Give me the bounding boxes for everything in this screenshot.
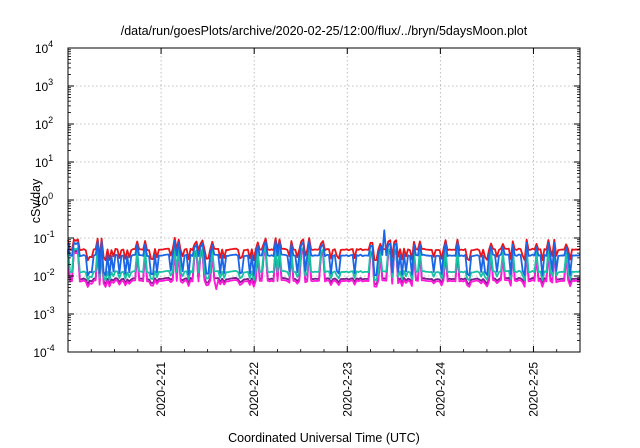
plot-frame [67,47,581,353]
y-tick-label: 101 [35,153,53,170]
y-axis-label: cSv/day [29,178,43,223]
x-tick-label: 2020-2-25 [526,362,540,417]
y-tick-label: 10-2 [33,267,54,284]
y-tick-labels: 10-4 10-3 10-2 10-1 100 101 102 103 104 [33,39,54,360]
x-axis-label: Coordinated Universal Time (UTC) [228,431,420,445]
x-tick-label: 2020-2-24 [433,362,447,417]
x-tick-label: 2020-2-21 [154,362,168,417]
y-tick-label: 104 [35,39,53,56]
x-tick-label: 2020-2-23 [340,362,354,417]
series-line [67,229,581,277]
y-tick-label: 103 [35,77,53,94]
chart-title: /data/run/goesPlots/archive/2020-02-25/1… [121,24,528,38]
series-lines [67,229,581,291]
y-tick-label: 10-3 [33,305,54,322]
axes [67,47,581,353]
y-tick-label: 100 [35,191,53,208]
x-tick-labels: 2020-2-21 2020-2-22 2020-2-23 2020-2-24 2020… [154,362,540,417]
y-tick-label: 10-1 [33,229,54,246]
series-line [67,245,581,282]
y-tick-label: 102 [35,115,53,132]
x-tick-label: 2020-2-22 [247,362,261,417]
y-tick-label: 10-4 [33,343,54,360]
